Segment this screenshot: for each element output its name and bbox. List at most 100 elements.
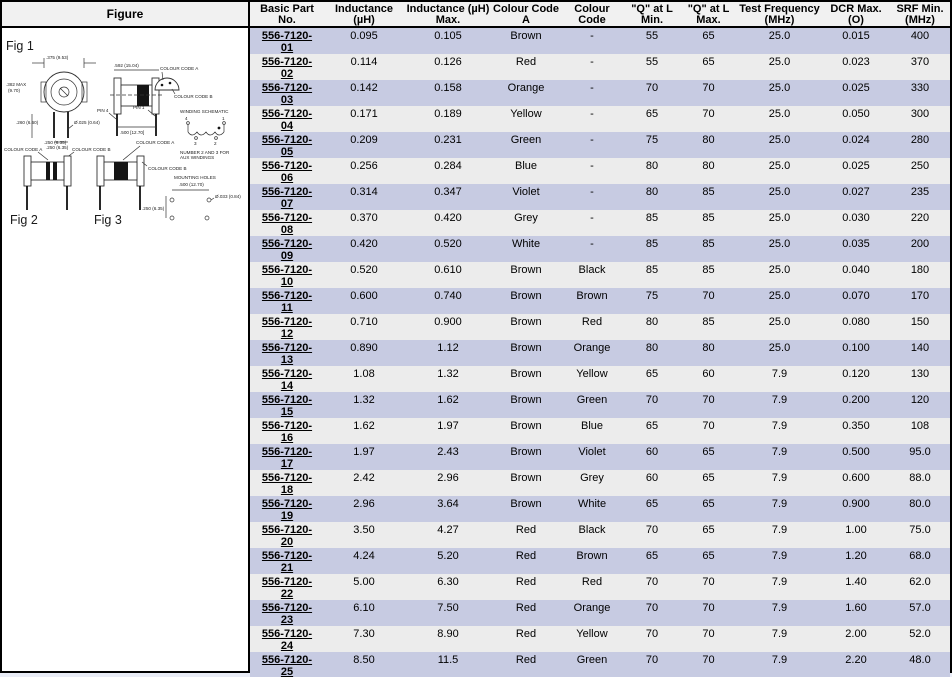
part-number-link[interactable]: 556-7120- 07 xyxy=(262,186,312,210)
cell-test_freq: 25.0 xyxy=(768,134,791,146)
cell-test_freq: 7.9 xyxy=(771,472,788,484)
cell-ind_max: 0.158 xyxy=(434,82,462,94)
cell-srf_min: 330 xyxy=(910,82,930,94)
cell-ind_max: 0.105 xyxy=(434,30,462,42)
cell-q_max: 65 xyxy=(702,472,715,484)
cell-ind_max: 1.97 xyxy=(437,420,459,432)
aux-note-line2: AUX WINDINGS xyxy=(180,155,214,160)
part-number-link[interactable]: 556-7120- 03 xyxy=(262,82,312,106)
part-number-link[interactable]: 556-7120- 12 xyxy=(262,316,312,340)
cell-ind_min: 0.520 xyxy=(350,264,378,276)
part-number-link[interactable]: 556-7120- 25 xyxy=(262,654,312,677)
cell-test_freq: 7.9 xyxy=(771,446,788,458)
cell-q_min: 80 xyxy=(645,160,659,172)
column-header-line2: (MHz) xyxy=(764,14,795,26)
cell-q_max: 80 xyxy=(702,342,715,354)
part-number-suffix: 19 xyxy=(280,510,294,522)
cell-dcr_max: 0.035 xyxy=(842,238,870,250)
cell-ind_min: 3.50 xyxy=(353,524,375,536)
part-number-link[interactable]: 556-7120- 21 xyxy=(262,550,312,574)
part-number-prefix: 556-7120- xyxy=(261,602,313,614)
part-number-suffix: 03 xyxy=(280,94,294,106)
cell-cc_a: Orange xyxy=(507,82,545,94)
part-number-link[interactable]: 556-7120- 13 xyxy=(262,342,312,366)
part-number-link[interactable]: 556-7120- 11 xyxy=(262,290,312,314)
cell-srf_min: 250 xyxy=(910,160,930,172)
part-number-suffix: 08 xyxy=(280,224,294,236)
part-number-link[interactable]: 556-7120- 22 xyxy=(262,576,312,600)
part-number-link[interactable]: 556-7120- 04 xyxy=(262,108,312,132)
cell-ind_max: 0.189 xyxy=(434,108,462,120)
cell-srf_min: 220 xyxy=(910,212,930,224)
column-header-line1: Inductance (µH) xyxy=(334,3,394,26)
cell-srf_min: 280 xyxy=(910,134,930,146)
cell-srf_min: 88.0 xyxy=(909,472,931,484)
part-number-prefix: 556-7120- xyxy=(261,654,313,666)
cell-q_min: 70 xyxy=(645,654,659,666)
table-row: 556-7120- 12 0.710 0.900 Brown Red 80 85 25.0 0.0… xyxy=(250,314,950,340)
part-number-link[interactable]: 556-7120- 10 xyxy=(262,264,312,288)
table-row: 556-7120- 06 0.256 0.284 Blue - 80 80 25.0 0.025 2… xyxy=(250,158,950,184)
part-number-suffix: 18 xyxy=(280,484,294,496)
part-number-link[interactable]: 556-7120- 16 xyxy=(262,420,312,444)
cell-part: 556-7120- 18 xyxy=(250,470,324,496)
cell-q_min: 85 xyxy=(645,238,659,250)
cell-cc_a: Brown xyxy=(510,342,542,354)
part-number-link[interactable]: 556-7120- 02 xyxy=(262,56,312,80)
part-number-prefix: 556-7120- xyxy=(261,342,313,354)
cell-cc_a: Brown xyxy=(510,264,542,276)
cell-q_max: 65 xyxy=(702,56,715,68)
part-number-link[interactable]: 556-7120- 05 xyxy=(262,134,312,158)
column-header-line2: Max. xyxy=(696,14,721,26)
table-row: 556-7120- 25 8.50 11.5 Red Green 70 70 7.9 2.20 48… xyxy=(250,652,950,677)
part-number-suffix: 16 xyxy=(280,432,294,444)
cell-q_min: 85 xyxy=(645,264,659,276)
part-number-link[interactable]: 556-7120- 18 xyxy=(262,472,312,496)
part-number-link[interactable]: 556-7120- 24 xyxy=(262,628,312,652)
table-body: Fig 1 .375 (9.53) .382 MAX (9.70) xyxy=(2,28,950,677)
cell-cc_a: Violet xyxy=(512,186,540,198)
cell-test_freq: 25.0 xyxy=(768,316,791,328)
cell-q_min: 85 xyxy=(645,212,659,224)
part-number-suffix: 01 xyxy=(280,42,294,54)
part-number-prefix: 556-7120- xyxy=(261,264,313,276)
part-number-prefix: 556-7120- xyxy=(261,108,313,120)
colour-code-a-label-fig2: COLOUR CODE A xyxy=(4,147,43,152)
cell-cc_b: - xyxy=(590,212,594,224)
part-number-link[interactable]: 556-7120- 09 xyxy=(262,238,312,262)
part-number-link[interactable]: 556-7120- 06 xyxy=(262,160,312,184)
part-number-prefix: 556-7120- xyxy=(261,134,313,146)
cell-dcr_max: 1.40 xyxy=(845,576,867,588)
part-number-prefix: 556-7120- xyxy=(261,160,313,172)
part-number-link[interactable]: 556-7120- 19 xyxy=(262,498,312,522)
table-row: 556-7120- 22 5.00 6.30 Red Red 70 70 7.9 1.40 62.0 xyxy=(250,574,950,600)
dim-250-mounting: .250 (6.35) xyxy=(142,206,165,211)
cell-q_min: 75 xyxy=(645,290,659,302)
cell-cc_a: Brown xyxy=(510,446,542,458)
part-number-link[interactable]: 556-7120- 17 xyxy=(262,446,312,470)
cell-dcr_max: 0.600 xyxy=(842,472,870,484)
cell-dcr_max: 0.350 xyxy=(842,420,870,432)
cell-dcr_max: 0.200 xyxy=(842,394,870,406)
part-number-prefix: 556-7120- xyxy=(261,628,313,640)
part-number-prefix: 556-7120- xyxy=(261,498,313,510)
part-number-link[interactable]: 556-7120- 20 xyxy=(262,524,312,548)
cell-cc_b: White xyxy=(577,498,607,510)
cell-part: 556-7120- 08 xyxy=(250,210,324,236)
cell-test_freq: 7.9 xyxy=(771,498,788,510)
part-number-link[interactable]: 556-7120- 08 xyxy=(262,212,312,236)
cell-part: 556-7120- 24 xyxy=(250,626,324,652)
part-number-suffix: 21 xyxy=(280,562,294,574)
cell-q_max: 70 xyxy=(702,654,715,666)
part-number-suffix: 13 xyxy=(280,354,294,366)
cell-ind_max: 0.610 xyxy=(434,264,462,276)
cell-ind_min: 0.890 xyxy=(350,342,378,354)
cell-cc_b: Brown xyxy=(576,290,608,302)
cell-q_max: 80 xyxy=(702,160,715,172)
cell-q_max: 65 xyxy=(702,524,715,536)
part-number-link[interactable]: 556-7120- 23 xyxy=(262,602,312,626)
cell-cc_b: Green xyxy=(576,394,608,406)
part-number-link[interactable]: 556-7120- 14 xyxy=(262,368,312,392)
part-number-link[interactable]: 556-7120- 15 xyxy=(262,394,312,418)
part-number-link[interactable]: 556-7120- 01 xyxy=(262,30,312,54)
